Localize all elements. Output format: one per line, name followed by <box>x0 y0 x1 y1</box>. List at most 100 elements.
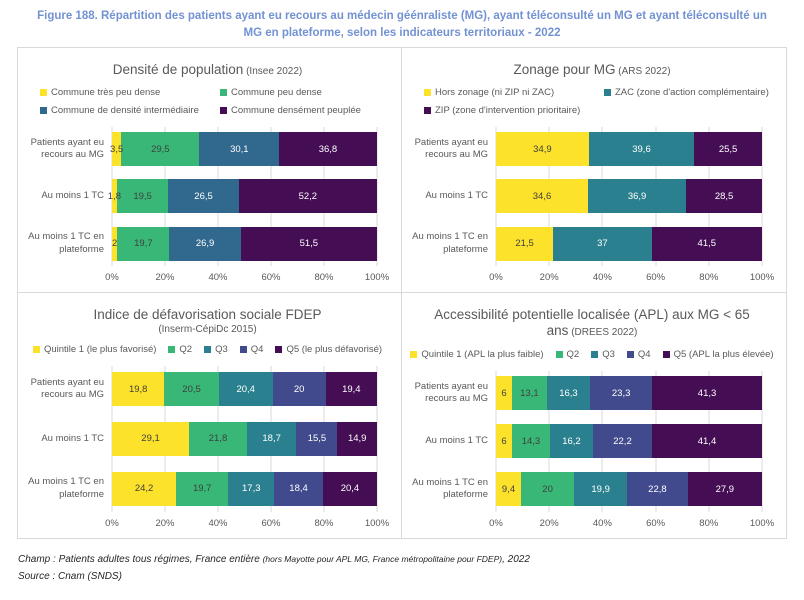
bar-value-label: 19,5 <box>133 190 152 202</box>
legend-swatch <box>40 107 47 115</box>
axis-tick-label: 100% <box>364 517 390 529</box>
bar-track: 29,1 21,8 18,7 15,5 14,9 <box>112 421 377 456</box>
bar-segment: 25,5 <box>694 132 762 167</box>
bar-value-label: 26,5 <box>194 190 213 202</box>
bar-value-label: 34,6 <box>532 190 552 202</box>
axis-tick-label: 20% <box>539 517 559 529</box>
legend-item: Commune peu dense <box>220 87 361 98</box>
bar-category-label: Patients ayant eu recours au MG <box>414 380 488 405</box>
panel-title-text: Indice de défavorisation sociale FDEP <box>93 306 322 322</box>
legend-label: Commune très peu dense <box>51 87 161 99</box>
bar-value-label: 24,2 <box>134 483 154 495</box>
bar-value-label: 20 <box>293 383 305 395</box>
axis-tick-label: 0% <box>105 271 119 283</box>
bar-value-label: 17,3 <box>242 483 261 495</box>
bar-track: 6 13,1 16,3 23,3 41,3 <box>496 376 762 411</box>
legend-swatch <box>662 351 670 359</box>
panel-title-text: Densité de population <box>112 61 244 77</box>
bar-row: Patients ayant eu recours au MG 34,9 39,6 2… <box>410 125 774 172</box>
legend-label: Commune de densité intermédiaire <box>51 105 199 117</box>
axis-tick-label: 80% <box>314 517 334 529</box>
legend-label: Q3 <box>602 349 615 361</box>
panel-zonage: Zonage pour MG (ARS 2022) Hors zonage (ni… <box>402 46 787 293</box>
bar-track: 9,4 20 19,9 22,8 27,9 <box>496 472 762 507</box>
bar-value-label: 36,8 <box>318 143 338 155</box>
bar-row: Au moins 1 TC 1,8 19,5 26,5 52,2 <box>26 173 389 220</box>
legend-label: Q2 <box>566 349 580 361</box>
gridline <box>761 371 763 512</box>
bar-value-label: 21,8 <box>208 433 228 445</box>
panel-fdep: Indice de défavorisation sociale FDEP (In… <box>17 292 402 539</box>
bar-value-label: 41,5 <box>697 238 717 250</box>
panel-title: Indice de défavorisation sociale FDEP <box>93 307 321 324</box>
legend-label: Hors zonage (ni ZIP ni ZAC) <box>435 87 555 99</box>
legend-item: Q5 (APL la plus élevée) <box>662 349 774 360</box>
legend-swatch <box>604 89 611 97</box>
figure-title: Figure 188. Répartition des patients aya… <box>37 10 767 40</box>
legend-swatch <box>220 107 227 115</box>
bar-segment: 19,8 <box>112 372 165 407</box>
footer-champ: Champ : Patients adultes tous régimes, F… <box>18 551 804 568</box>
bar-row: Au moins 1 TC en plateforme 21,5 37 41,5 <box>410 220 774 267</box>
legend-swatch <box>239 346 247 354</box>
bar-value-label: 19,7 <box>192 483 212 495</box>
bar-segment: 17,3 <box>228 471 275 506</box>
bar-segment: 19,7 <box>176 471 229 506</box>
bar-row: Au moins 1 TC en plateforme 9,4 20 19,9 22,8… <box>410 465 774 513</box>
bar-segment: 6 <box>496 376 512 411</box>
bar-segment: 36,8 <box>279 132 377 167</box>
bar-value-label: 34,9 <box>533 143 552 155</box>
axis-tick-label: 80% <box>699 271 719 283</box>
footer-champ-main: Champ : Patients adultes tous régimes, F… <box>18 553 263 565</box>
bar-track: 24,2 19,7 17,3 18,4 20,4 <box>112 471 377 506</box>
bar-track: 19,8 20,5 20,4 20 19,4 <box>112 372 377 407</box>
legend-swatch <box>168 346 176 354</box>
legend-label: Q2 <box>179 344 193 356</box>
legend-label: Quintile 1 (APL la plus faible) <box>421 349 544 361</box>
chart-area: Patients ayant eu recours au MG 3,5 29,5 30… <box>26 125 389 267</box>
bar-value-label: 18,7 <box>262 433 281 445</box>
panel-title-suffix: (Insee 2022) <box>243 65 303 77</box>
legend-label: Q4 <box>637 349 651 361</box>
bar-value-label: 41,3 <box>697 387 717 399</box>
bar-category-label: Patients ayant eu recours au MG <box>30 376 104 401</box>
legend-label: ZIP (zone d'intervention prioritaire) <box>435 105 581 117</box>
bar-value-label: 26,9 <box>195 238 215 250</box>
bar-value-label: 1,8 <box>107 190 121 202</box>
legend-label: Commune densément peuplée <box>231 105 361 117</box>
bar-segment: 19,9 <box>574 472 628 507</box>
legend: Hors zonage (ni ZIP ni ZAC) ZAC (zone d'a… <box>410 87 774 116</box>
bar-value-label: 6 <box>501 387 507 399</box>
axis-tick-label: 40% <box>592 517 612 529</box>
x-axis: 0% 20% 40% 60% 80% 100% <box>105 271 389 286</box>
bar-value-label: 19,7 <box>134 238 153 250</box>
bar-category-label: Au moins 1 TC <box>425 435 488 447</box>
axis-tick-label: 60% <box>261 517 281 529</box>
legend-swatch <box>32 346 40 354</box>
bar-segment: 14,3 <box>511 424 550 459</box>
legend-swatch <box>626 351 634 359</box>
bar-segment: 15,5 <box>296 421 338 456</box>
bar-segment: 3,5 <box>110 132 123 167</box>
bar-value-label: 19,9 <box>591 483 610 495</box>
bar-row: Au moins 1 TC 34,6 36,9 28,5 <box>410 173 774 220</box>
panel-title-text: Zonage pour MG <box>513 61 616 77</box>
legend-swatch <box>410 351 418 359</box>
chart-area: Patients ayant eu recours au MG 19,8 20,5 2… <box>26 364 389 513</box>
bar-value-label: 30,1 <box>230 143 249 155</box>
bar-segment: 9,4 <box>496 472 521 507</box>
bar-track: 6 14,3 16,2 22,2 41,4 <box>496 424 762 459</box>
bar-segment: 19,7 <box>117 226 170 261</box>
legend-item: Q3 <box>591 349 615 360</box>
bar-value-label: 20,4 <box>236 383 255 395</box>
axis-tick-label: 20% <box>539 271 559 283</box>
legend-item: Q4 <box>239 344 263 355</box>
bar-value-label: 41,4 <box>697 435 717 447</box>
bar-row: Patients ayant eu recours au MG 6 13,1 16,3… <box>410 369 774 417</box>
axis-tick-label: 60% <box>646 271 666 283</box>
axis-tick-label: 40% <box>208 517 228 529</box>
bar-value-label: 14,3 <box>521 435 541 447</box>
axis-tick-label: 100% <box>749 271 775 283</box>
x-axis: 0% 20% 40% 60% 80% 100% <box>489 271 774 286</box>
bar-row: Au moins 1 TC 6 14,3 16,2 22,2 41,4 <box>410 417 774 465</box>
